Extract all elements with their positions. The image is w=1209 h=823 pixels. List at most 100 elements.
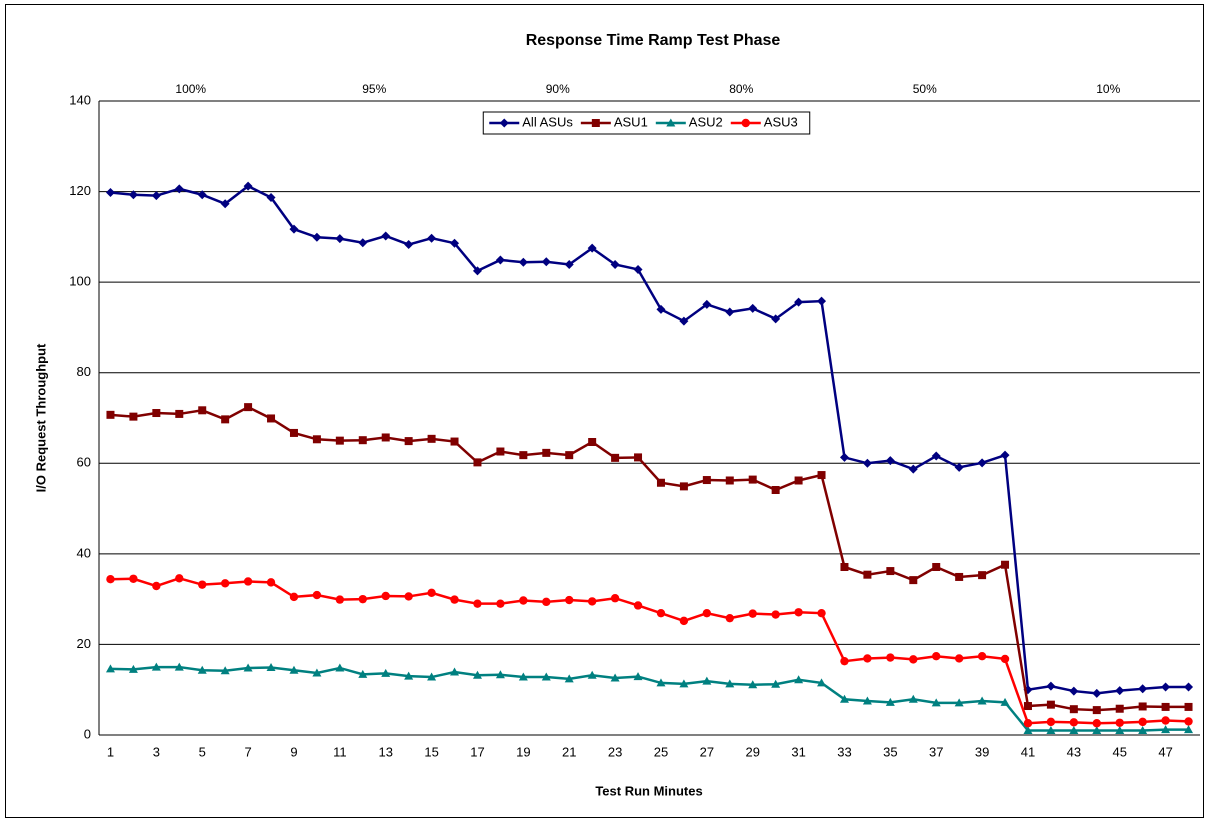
point bbox=[289, 224, 299, 234]
point bbox=[1046, 725, 1056, 734]
point bbox=[633, 264, 643, 274]
point bbox=[220, 579, 230, 588]
point bbox=[1161, 716, 1170, 725]
point bbox=[335, 595, 345, 604]
point bbox=[1092, 706, 1101, 715]
point bbox=[932, 562, 941, 571]
x-axis-label: Test Run Minutes bbox=[595, 783, 702, 798]
point bbox=[725, 613, 734, 623]
x-tick-label: 37 bbox=[929, 744, 943, 759]
point bbox=[267, 414, 276, 423]
series-line bbox=[110, 665, 1189, 732]
x-tick-label: 39 bbox=[975, 744, 989, 759]
y-tick-label: 80 bbox=[77, 364, 91, 379]
point bbox=[289, 428, 298, 437]
point bbox=[679, 316, 689, 326]
phase-label: 10% bbox=[1096, 82, 1120, 96]
point bbox=[725, 679, 735, 688]
point bbox=[495, 255, 505, 265]
point bbox=[771, 679, 781, 688]
point bbox=[381, 231, 391, 241]
y-tick-label: 120 bbox=[69, 183, 91, 198]
series-line bbox=[110, 184, 1189, 695]
legend-label: ASU2 bbox=[689, 114, 723, 129]
point bbox=[128, 664, 138, 673]
point bbox=[587, 243, 597, 253]
point bbox=[244, 403, 253, 412]
point bbox=[427, 588, 436, 598]
phase-label: 50% bbox=[913, 82, 937, 96]
x-tick-label: 19 bbox=[516, 744, 530, 759]
point bbox=[542, 597, 551, 607]
point bbox=[174, 184, 184, 194]
point bbox=[1046, 700, 1055, 709]
point bbox=[1138, 725, 1148, 734]
point bbox=[863, 654, 872, 663]
point bbox=[954, 654, 964, 663]
point bbox=[591, 119, 600, 127]
point bbox=[771, 486, 780, 495]
point bbox=[518, 672, 528, 681]
point bbox=[771, 610, 780, 619]
point bbox=[725, 307, 735, 317]
point bbox=[358, 594, 367, 604]
point bbox=[175, 574, 184, 583]
phase-label: 100% bbox=[175, 82, 206, 96]
point bbox=[1115, 718, 1124, 727]
point bbox=[1023, 719, 1033, 728]
point bbox=[358, 238, 368, 248]
point bbox=[106, 410, 115, 419]
x-tick-label: 45 bbox=[1112, 744, 1126, 759]
x-tick-label: 29 bbox=[745, 744, 759, 759]
point bbox=[1092, 688, 1102, 698]
point bbox=[404, 437, 413, 446]
point bbox=[748, 475, 757, 484]
point bbox=[702, 476, 711, 485]
point bbox=[886, 567, 895, 576]
x-tick-label: 47 bbox=[1158, 744, 1172, 759]
point bbox=[1115, 725, 1125, 734]
point bbox=[977, 458, 987, 468]
point bbox=[1161, 702, 1170, 711]
point bbox=[666, 118, 676, 127]
point bbox=[817, 471, 826, 480]
point bbox=[129, 412, 138, 421]
x-tick-label: 33 bbox=[837, 744, 851, 759]
point bbox=[1138, 717, 1147, 727]
point bbox=[427, 233, 437, 243]
series-line bbox=[110, 577, 1189, 725]
point bbox=[954, 698, 964, 707]
point bbox=[472, 670, 482, 679]
x-tick-label: 13 bbox=[378, 744, 392, 759]
point bbox=[679, 482, 688, 491]
point bbox=[633, 672, 643, 681]
legend-label: ASU1 bbox=[614, 114, 648, 129]
point bbox=[1000, 654, 1010, 664]
point bbox=[105, 187, 115, 197]
point bbox=[197, 665, 207, 674]
point bbox=[404, 240, 414, 250]
point bbox=[198, 580, 207, 589]
point bbox=[1115, 704, 1124, 713]
point bbox=[656, 304, 666, 314]
point bbox=[152, 581, 161, 591]
point bbox=[977, 696, 987, 705]
point bbox=[1184, 702, 1193, 711]
point bbox=[588, 438, 597, 447]
point bbox=[656, 478, 665, 487]
point bbox=[1069, 686, 1079, 696]
point bbox=[1069, 725, 1079, 734]
point bbox=[817, 296, 827, 306]
phase-label: 90% bbox=[546, 82, 570, 96]
point bbox=[817, 678, 827, 687]
point bbox=[610, 594, 620, 603]
point bbox=[312, 232, 322, 242]
point bbox=[1138, 702, 1147, 711]
point bbox=[450, 595, 459, 604]
phase-label: 95% bbox=[362, 82, 386, 96]
point bbox=[381, 591, 390, 601]
phase-label: 80% bbox=[729, 82, 753, 96]
point bbox=[909, 576, 918, 585]
point bbox=[542, 448, 551, 457]
